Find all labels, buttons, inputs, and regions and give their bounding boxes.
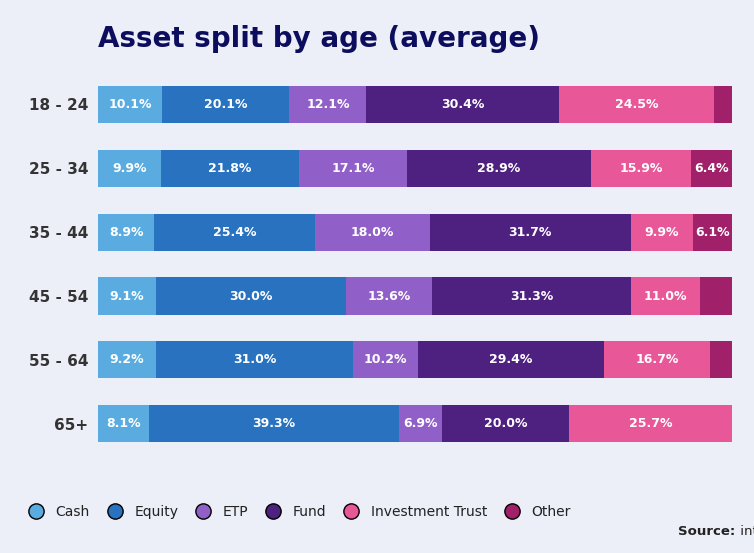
Text: 31.3%: 31.3% [510,290,553,302]
Bar [161,150,299,187]
Bar [98,341,156,378]
Text: 11.0%: 11.0% [644,290,687,302]
Text: 24.5%: 24.5% [615,98,658,111]
Text: 20.0%: 20.0% [484,418,527,430]
Bar [710,341,732,378]
Bar [98,405,149,442]
Bar [407,150,590,187]
Text: Source:: Source: [678,524,735,538]
Bar [290,86,366,123]
Text: 15.9%: 15.9% [619,161,663,175]
Text: 9.2%: 9.2% [110,353,145,367]
Text: 9.9%: 9.9% [112,161,146,175]
Text: 18.0%: 18.0% [351,226,394,238]
Bar [604,341,710,378]
Bar [98,150,161,187]
Bar [700,278,732,315]
Text: 16.7%: 16.7% [635,353,679,367]
Text: 25.4%: 25.4% [213,226,256,238]
Bar [98,278,156,315]
Text: interactive investor: interactive investor [736,524,754,538]
Text: 25.7%: 25.7% [629,418,673,430]
Bar [98,213,155,251]
Text: 6.4%: 6.4% [694,161,729,175]
Text: 29.4%: 29.4% [489,353,532,367]
Bar [432,278,630,315]
Text: 8.9%: 8.9% [109,226,143,238]
Bar [399,405,443,442]
Text: 12.1%: 12.1% [306,98,350,111]
Text: 21.8%: 21.8% [208,161,252,175]
Bar [694,213,732,251]
Bar [98,86,162,123]
Text: 28.9%: 28.9% [477,161,520,175]
Bar [430,213,630,251]
Bar [156,278,346,315]
Bar [418,341,604,378]
Bar [155,213,315,251]
Text: 30.4%: 30.4% [441,98,484,111]
Bar [346,278,432,315]
Text: 6.9%: 6.9% [403,418,437,430]
Legend: Cash, Equity, ETP, Fund, Investment Trust, Other: Cash, Equity, ETP, Fund, Investment Trus… [22,505,571,519]
Bar [691,150,732,187]
Text: 9.1%: 9.1% [109,290,144,302]
Bar [569,405,732,442]
Text: 6.1%: 6.1% [695,226,730,238]
Text: 31.0%: 31.0% [233,353,276,367]
Bar [630,278,700,315]
Bar [559,86,714,123]
Bar [443,405,569,442]
Text: Asset split by age (average): Asset split by age (average) [98,25,540,53]
Text: 17.1%: 17.1% [332,161,375,175]
Bar [714,86,732,123]
Bar [149,405,399,442]
Text: 30.0%: 30.0% [229,290,272,302]
Text: 10.1%: 10.1% [109,98,152,111]
Bar [299,150,407,187]
Bar [315,213,430,251]
Text: 31.7%: 31.7% [508,226,552,238]
Bar [156,341,353,378]
Text: 20.1%: 20.1% [204,98,247,111]
Text: 10.2%: 10.2% [363,353,407,367]
Text: 9.9%: 9.9% [645,226,679,238]
Text: 8.1%: 8.1% [106,418,141,430]
Bar [590,150,691,187]
Bar [630,213,694,251]
Bar [162,86,290,123]
Bar [366,86,559,123]
Bar [353,341,418,378]
Text: 39.3%: 39.3% [253,418,296,430]
Text: 13.6%: 13.6% [367,290,411,302]
